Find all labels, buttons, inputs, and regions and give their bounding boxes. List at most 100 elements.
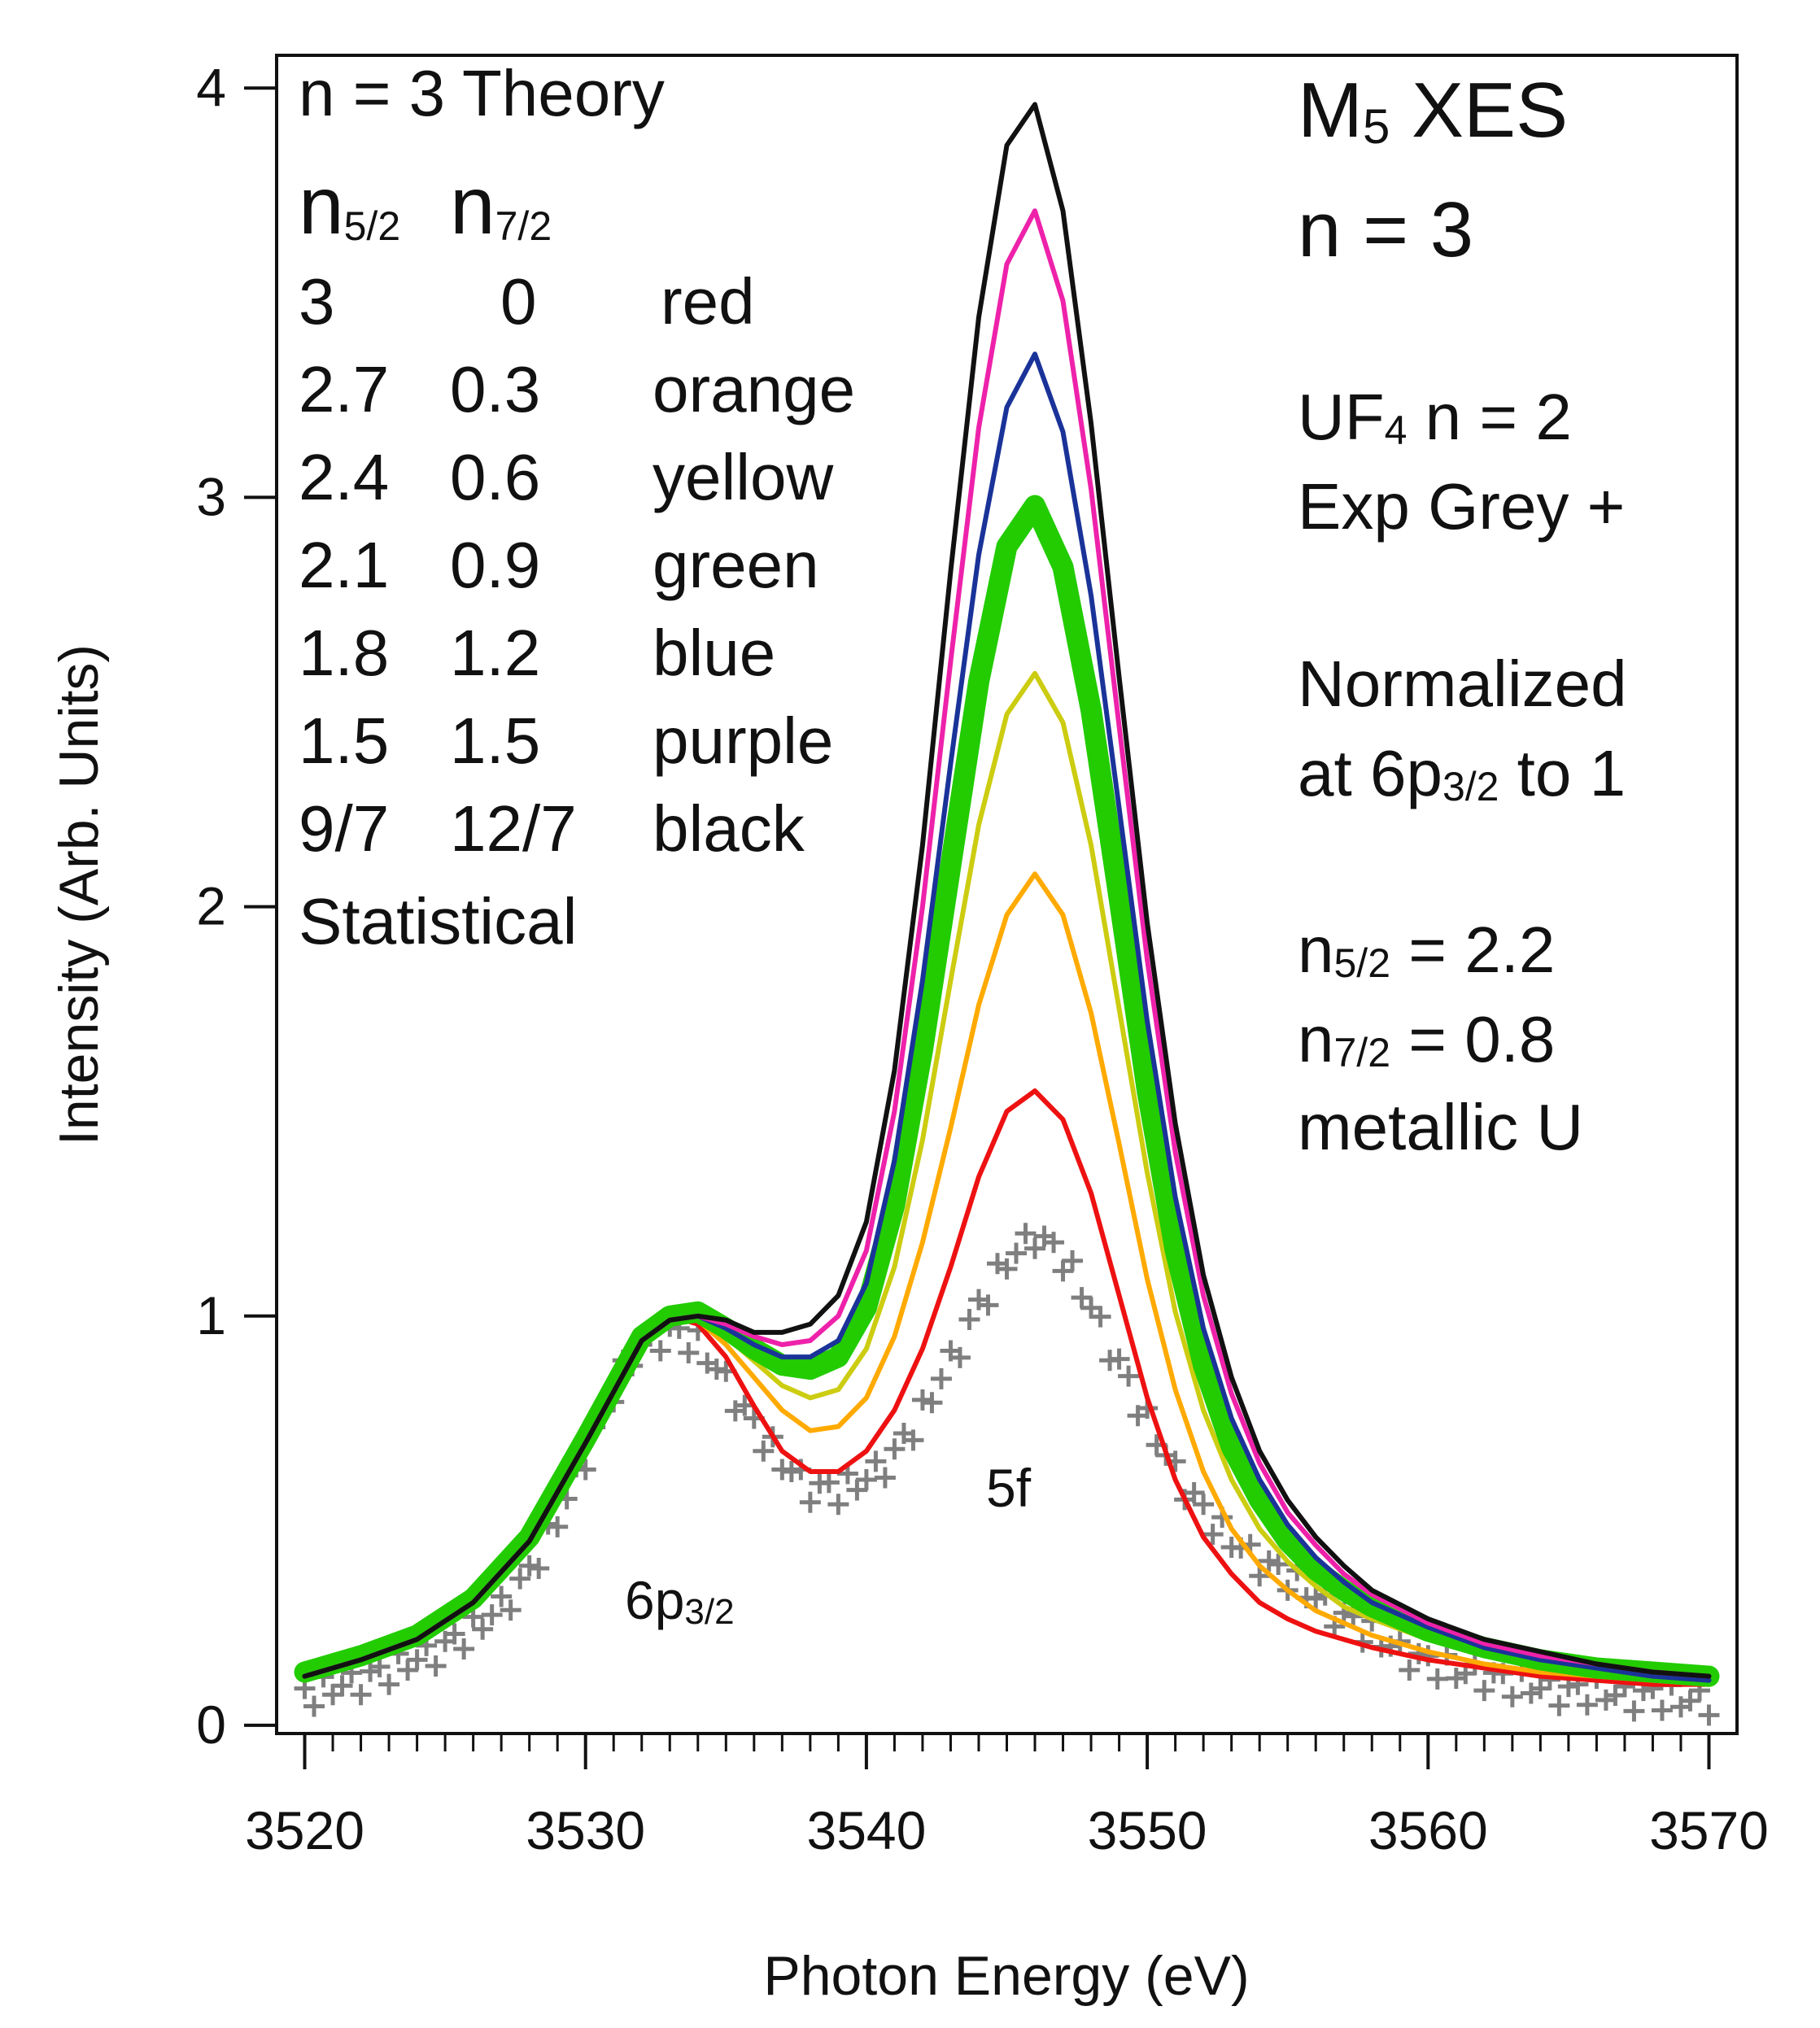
experimental-point xyxy=(1052,1260,1074,1282)
experimental-point xyxy=(1426,1668,1448,1690)
x-tick-label: 3520 xyxy=(245,1800,364,1860)
experimental-point xyxy=(500,1599,522,1621)
experimental-point xyxy=(1015,1223,1037,1245)
experimental-point xyxy=(1595,1689,1617,1711)
note-n52: n5/2 = 2.2 xyxy=(1298,914,1555,986)
y-tick-label: 3 xyxy=(196,466,226,526)
annotation-5f: 5f xyxy=(986,1458,1032,1518)
experimental-point xyxy=(1651,1699,1673,1721)
experimental-point xyxy=(921,1392,943,1414)
experimental-point xyxy=(1258,1550,1280,1572)
experimental-point xyxy=(678,1342,700,1364)
legend-statistical: Statistical xyxy=(299,885,577,957)
experimental-point xyxy=(884,1438,906,1460)
notes-block: UF4 n = 2 Exp Grey + Normalized at 6p3/2… xyxy=(1298,381,1627,1163)
experimental-point xyxy=(1062,1250,1084,1271)
experimental-point xyxy=(481,1604,503,1626)
experimental-point xyxy=(1024,1237,1046,1259)
x-axis-label: Photon Energy (eV) xyxy=(763,1945,1249,2007)
experimental-point xyxy=(1108,1348,1130,1370)
legend-row-cell: purple xyxy=(652,704,833,777)
experimental-point xyxy=(1071,1287,1093,1309)
legend-header-n72: n7/2 xyxy=(450,160,552,251)
note-exp-grey: Exp Grey + xyxy=(1298,470,1625,543)
experimental-point xyxy=(1006,1242,1028,1264)
legend-row-cell: 3 xyxy=(299,265,335,338)
experimental-point xyxy=(846,1479,868,1501)
experimental-point xyxy=(649,1340,671,1362)
x-tick-label: 3550 xyxy=(1088,1800,1207,1860)
experimental-point xyxy=(378,1673,400,1695)
x-tick-label: 3570 xyxy=(1649,1800,1769,1860)
experimental-point xyxy=(958,1308,980,1330)
experimental-point xyxy=(509,1568,531,1590)
experimental-point xyxy=(1417,1645,1439,1667)
experimental-point xyxy=(771,1459,793,1481)
legend-row-cell: 9/7 xyxy=(299,792,389,865)
y-tick-label: 0 xyxy=(196,1694,226,1755)
experimental-point xyxy=(397,1659,419,1681)
y-tick-label: 2 xyxy=(196,876,226,936)
legend-row-cell: red xyxy=(661,265,755,338)
title-n3: n = 3 xyxy=(1298,186,1473,273)
experimental-point xyxy=(977,1294,999,1316)
experimental-point xyxy=(855,1469,877,1491)
x-axis-ticks: 3520 3530 3540 3550 3560 3570 xyxy=(245,1734,1769,1860)
note-normalized: Normalized xyxy=(1298,648,1627,720)
experimental-point xyxy=(1399,1659,1421,1681)
experimental-point xyxy=(949,1346,971,1368)
experimental-point xyxy=(827,1494,849,1516)
experimental-point xyxy=(491,1585,513,1607)
experimental-point xyxy=(453,1638,475,1660)
chart-title-block: M5 XES n = 3 xyxy=(1298,67,1568,273)
experimental-point xyxy=(547,1516,569,1537)
series-line-black xyxy=(302,102,1712,1679)
series-line-green xyxy=(294,495,1720,1687)
experimental-point xyxy=(1698,1704,1720,1726)
annotation-6p32: 6p3/2 xyxy=(625,1570,735,1632)
x-tick-label: 3530 xyxy=(526,1800,645,1860)
legend-row-cell: 0.3 xyxy=(450,353,540,425)
experimental-point xyxy=(1089,1306,1111,1328)
experimental-point xyxy=(472,1618,494,1640)
experimental-point xyxy=(780,1460,802,1482)
x-tick-label: 3560 xyxy=(1368,1800,1488,1860)
experimental-point xyxy=(818,1472,840,1494)
experimental-point xyxy=(528,1558,550,1580)
experimental-point xyxy=(1043,1232,1065,1254)
legend-row-cell: 1.2 xyxy=(450,617,540,689)
experimental-point xyxy=(1520,1682,1542,1704)
experimental-point xyxy=(1305,1587,1327,1609)
legend-theory-title: n = 3 Theory xyxy=(299,57,665,129)
legend-row-cell: 12/7 xyxy=(450,792,577,865)
legend-row-cell: 0.6 xyxy=(450,441,540,513)
theory-legend: n = 3 Theory n5/2 n7/2 3 0 red 2.7 0.3 orange… xyxy=(299,57,855,957)
experimental-point xyxy=(911,1389,933,1411)
experimental-point xyxy=(865,1450,887,1472)
experimental-point xyxy=(1473,1680,1495,1702)
experimental-point xyxy=(705,1359,727,1380)
experimental-point xyxy=(331,1675,353,1697)
legend-row-cell: 1.5 xyxy=(450,704,540,777)
legend-row-cell: orange xyxy=(652,353,855,425)
experimental-point xyxy=(1183,1481,1205,1503)
experimental-point xyxy=(930,1367,952,1389)
legend-row-cell: 2.1 xyxy=(299,529,389,601)
experimental-point xyxy=(874,1467,896,1489)
experimental-point xyxy=(1679,1690,1701,1712)
legend-row-cell: green xyxy=(652,529,819,601)
experimental-point xyxy=(350,1684,372,1706)
legend-rows: 3 0 red 2.7 0.3 orange 2.4 0.6 yellow 2.1 0.9 green… xyxy=(299,265,855,865)
legend-row-cell: 1.8 xyxy=(299,617,389,689)
legend-row-cell: 0.9 xyxy=(450,529,540,601)
note-at-6p: at 6p3/2 to 1 xyxy=(1298,737,1626,809)
x-tick-label: 3540 xyxy=(806,1800,926,1860)
title-m5-xes: M5 XES xyxy=(1298,67,1568,154)
theory-series xyxy=(294,102,1720,1687)
experimental-point xyxy=(1202,1524,1224,1546)
experimental-point xyxy=(902,1429,924,1451)
y-tick-label: 4 xyxy=(196,57,226,117)
experimental-point xyxy=(753,1440,775,1462)
experimental-point xyxy=(518,1555,540,1577)
note-metallic-u: metallic U xyxy=(1298,1091,1583,1163)
